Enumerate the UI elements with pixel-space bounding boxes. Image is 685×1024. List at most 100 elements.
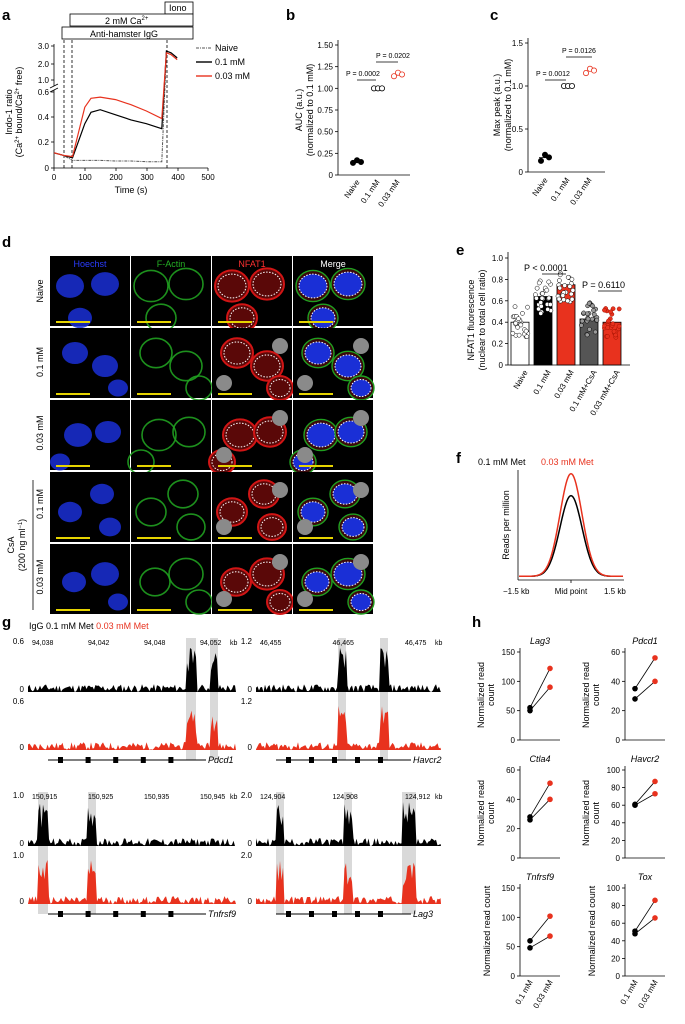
track-coordinate: 150,945 [200, 794, 225, 801]
scale-bar [56, 537, 90, 539]
ytick-label: 0 [511, 854, 516, 863]
ytick-label: 40 [506, 795, 515, 804]
data-point [510, 330, 516, 336]
data-point [590, 303, 595, 309]
masked-cell [353, 410, 369, 426]
ytick-label: 0.25 [317, 149, 333, 158]
point-0.1mM [632, 928, 638, 934]
point-0.1mM [527, 704, 533, 711]
a-xtick: 200 [109, 173, 123, 182]
data-point [557, 278, 562, 283]
data-point [569, 296, 575, 302]
scale-bar [56, 609, 90, 611]
trace-0.1-mm [53, 50, 178, 159]
data-point [565, 298, 570, 304]
ytick-label: 0 [329, 171, 334, 180]
paired-plot-pdcd1: 0 20 40 60 Pdcd1 Normalized read count [581, 636, 665, 745]
ytick-label: 20 [611, 954, 620, 963]
exon [286, 911, 291, 917]
panel-g: g IgG 0.1 mM Met 0.03 mM Met 0.6 0 0.6 0 94,… [2, 614, 443, 919]
a-axis-break [49, 83, 59, 89]
micrograph-merge: Merge [293, 256, 373, 333]
ytick-label: 40 [611, 937, 620, 946]
peak-highlight [380, 638, 388, 760]
data-point [610, 306, 616, 312]
data-point [525, 304, 530, 310]
f-legend-black: 0.1 mM Met [478, 457, 526, 467]
ytick-label: 100 [502, 677, 516, 686]
exon [309, 757, 314, 763]
track-ylabel: 1.0 [13, 791, 25, 800]
a-xtick: 400 [171, 173, 185, 182]
exon [140, 757, 146, 763]
gene-name: Havcr2 [413, 755, 442, 765]
data-point [591, 67, 598, 74]
data-point [606, 318, 611, 324]
track-signal-black [256, 802, 441, 846]
data-point [610, 321, 616, 327]
a-yticks-upper: 3.0 2.0 1.0 [38, 42, 54, 85]
micrograph-nfat1 [212, 328, 294, 401]
genome-track-lag3: 2.0 0 2.0 0 124,904 124,908 124,912 kb Lag3 [241, 791, 443, 919]
h-ylabel-1: Normalized read [476, 662, 486, 728]
ytick-label: 0 [499, 361, 504, 370]
e-pvalue-1: P < 0.0001 [524, 263, 568, 273]
e-xtick: Naive [512, 368, 530, 391]
scale-bar [137, 465, 171, 467]
e-yticks: 1.0 0.8 0.6 0.4 0.2 0 [492, 254, 508, 370]
masked-cell [353, 338, 369, 354]
d-image-grid: Hoechst F-Actin NFAT1 Merge [50, 256, 375, 615]
e-xtick: 0.1 mM [532, 368, 553, 396]
peak-highlight [210, 638, 218, 760]
track-ylabel: 2.0 [241, 791, 253, 800]
ytick-label: 40 [611, 677, 620, 686]
track-ylabel: 1.2 [241, 697, 253, 706]
data-point [608, 309, 613, 315]
peak-curve [519, 472, 623, 578]
data-point [581, 310, 587, 316]
data-point [556, 296, 562, 302]
a-ytick: 0.6 [38, 88, 50, 97]
h-ylabel-2: count [486, 801, 496, 824]
point-0.03mM [652, 790, 658, 797]
track-coordinate: 124,912 [405, 794, 430, 801]
scale-bar [56, 465, 90, 467]
peak-highlight [186, 638, 196, 760]
a-xtick: 100 [78, 173, 92, 182]
d-row-label: 0.03 mM [35, 415, 45, 450]
peak-highlight [88, 792, 96, 914]
h-ylabel: Normalized read count [587, 885, 597, 976]
point-0.03mM [547, 665, 553, 672]
micrograph-merge [293, 328, 375, 401]
d-row-label: 0.1 mM [35, 489, 45, 519]
track-signal-black [256, 648, 441, 692]
exon [378, 757, 383, 763]
f-ylabel: Reads per million [501, 490, 511, 560]
column-label: Merge [320, 259, 346, 269]
a-ylabel-2: (Ca2+ bound/Ca2+ free) [14, 67, 24, 158]
masked-cell [272, 554, 288, 570]
ytick-label: 50 [506, 707, 515, 716]
ytick-label: 20 [506, 825, 515, 834]
ytick-label: 100 [502, 913, 516, 922]
point-0.1mM [527, 945, 533, 951]
track-unit: kb [435, 640, 443, 647]
b-pvalue-2: P = 0.0202 [376, 53, 410, 60]
point-0.1mM [527, 938, 533, 944]
exon [168, 911, 174, 917]
track-signal-red [256, 860, 441, 904]
scale-bar [137, 609, 171, 611]
scale-bar [299, 393, 333, 395]
scale-bar [299, 465, 333, 467]
data-point [524, 334, 530, 339]
b-yticks: 1.50 1.25 1.00 0.75 0.50 0.25 0 [317, 41, 338, 180]
track-ylabel: 0 [20, 897, 25, 906]
track-coordinate: 150,925 [88, 794, 113, 801]
data-point [591, 308, 596, 313]
track-ylabel: 0 [20, 839, 25, 848]
data-point [516, 316, 521, 322]
data-point [605, 325, 611, 330]
micrograph-f-actin: F-Actin [131, 256, 211, 333]
a-xticks: 0 100 200 300 400 500 [52, 168, 215, 182]
micrograph-f-actin [131, 544, 213, 615]
